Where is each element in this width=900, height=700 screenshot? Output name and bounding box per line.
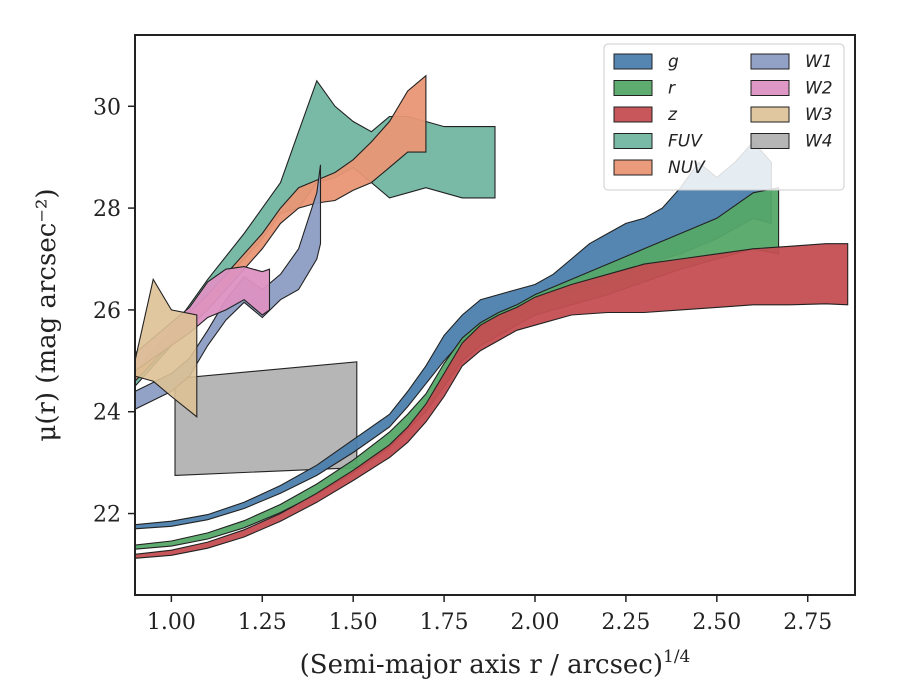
x-axis-label-exponent: 1/4: [663, 647, 690, 667]
x-axis-ticks: 1.00 1.25 1.50 1.75 2.00 2.25 2.50 2.75: [147, 595, 832, 635]
legend-swatch-w4: [750, 133, 790, 149]
x-tick-label: 1.00: [147, 610, 196, 635]
legend-label-w1: W1: [805, 52, 833, 72]
x-tick-label: 2.75: [783, 610, 832, 635]
band-w1: [135, 164, 322, 410]
legend-swatch-r: [613, 80, 653, 96]
plot-area: [135, 74, 849, 559]
legend-swatch-fuv: [613, 133, 653, 149]
x-tick-label: 1.75: [420, 610, 469, 635]
legend-label-r: r: [668, 79, 676, 99]
y-tick-label: 22: [93, 503, 121, 528]
x-tick-label: 2.50: [692, 610, 741, 635]
y-tick-label: 28: [93, 197, 121, 222]
legend-label-z: z: [667, 105, 678, 125]
x-tick-label: 2.00: [511, 610, 560, 635]
legend-swatch-z: [613, 106, 653, 123]
y-tick-label: 24: [93, 401, 121, 426]
band-w4: [174, 361, 358, 476]
y-tick-label: 26: [93, 299, 121, 324]
y-axis-label: μ(r) (mag arcsec⁻²): [32, 188, 62, 441]
legend-label-w3: W3: [805, 105, 833, 125]
legend-label-g: g: [668, 52, 679, 72]
y-tick-label: 30: [93, 95, 121, 120]
legend-label-w4: W4: [805, 132, 833, 152]
legend-swatch-w1: [750, 53, 790, 70]
plot-frame: [134, 34, 856, 596]
legend-label-fuv: FUV: [668, 132, 703, 152]
legend-swatch-w3: [750, 106, 790, 123]
legend-swatch-w2: [750, 80, 790, 96]
legend-label-w2: W2: [805, 79, 833, 99]
legend-swatch-nuv: [613, 159, 653, 176]
y-axis-ticks: 22 24 26 28 30: [93, 95, 135, 528]
band-w3: [135, 277, 198, 418]
band-z: [135, 243, 849, 559]
x-tick-label: 1.25: [238, 610, 287, 635]
x-axis-label: (Semi-major axis r / arcsec)1/4: [300, 647, 691, 680]
x-tick-label: 1.50: [329, 610, 378, 635]
legend: grz FUV NUV W1 W2 W3 W4: [603, 43, 845, 191]
x-tick-label: 2.25: [601, 610, 650, 635]
legend-swatch-g: [613, 53, 653, 70]
legend-label-nuv: NUV: [668, 158, 706, 178]
